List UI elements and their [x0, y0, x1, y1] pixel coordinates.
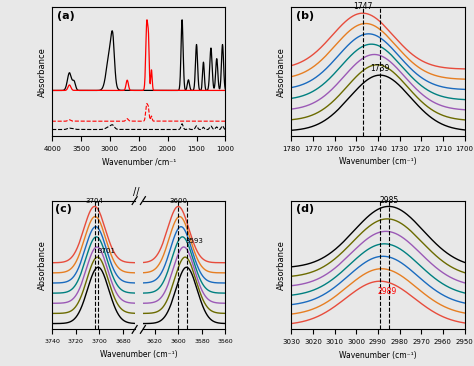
Y-axis label: Absorbance: Absorbance: [277, 240, 286, 290]
Text: Wavenumber (cm⁻¹): Wavenumber (cm⁻¹): [100, 350, 178, 359]
Text: 3701: 3701: [97, 248, 115, 254]
Text: (c): (c): [55, 205, 72, 214]
Text: //: //: [133, 187, 139, 197]
X-axis label: Wavenumber /cm⁻¹: Wavenumber /cm⁻¹: [101, 157, 176, 167]
Text: 2985: 2985: [379, 195, 398, 205]
Text: 2989: 2989: [378, 287, 397, 296]
Y-axis label: Absorbance: Absorbance: [37, 240, 46, 290]
Text: 1747: 1747: [353, 2, 373, 11]
Text: 3593: 3593: [185, 238, 203, 244]
Text: 3704: 3704: [86, 198, 103, 204]
Y-axis label: Absorbance: Absorbance: [37, 47, 46, 97]
X-axis label: Wavenumber (cm⁻¹): Wavenumber (cm⁻¹): [339, 351, 417, 360]
Text: (a): (a): [57, 11, 75, 21]
Text: (b): (b): [296, 11, 315, 21]
Y-axis label: Absorbance: Absorbance: [277, 47, 286, 97]
X-axis label: Wavenumber (cm⁻¹): Wavenumber (cm⁻¹): [339, 157, 417, 167]
Text: (d): (d): [296, 205, 315, 214]
Text: 1739: 1739: [370, 64, 390, 73]
Text: 3600: 3600: [169, 198, 187, 204]
